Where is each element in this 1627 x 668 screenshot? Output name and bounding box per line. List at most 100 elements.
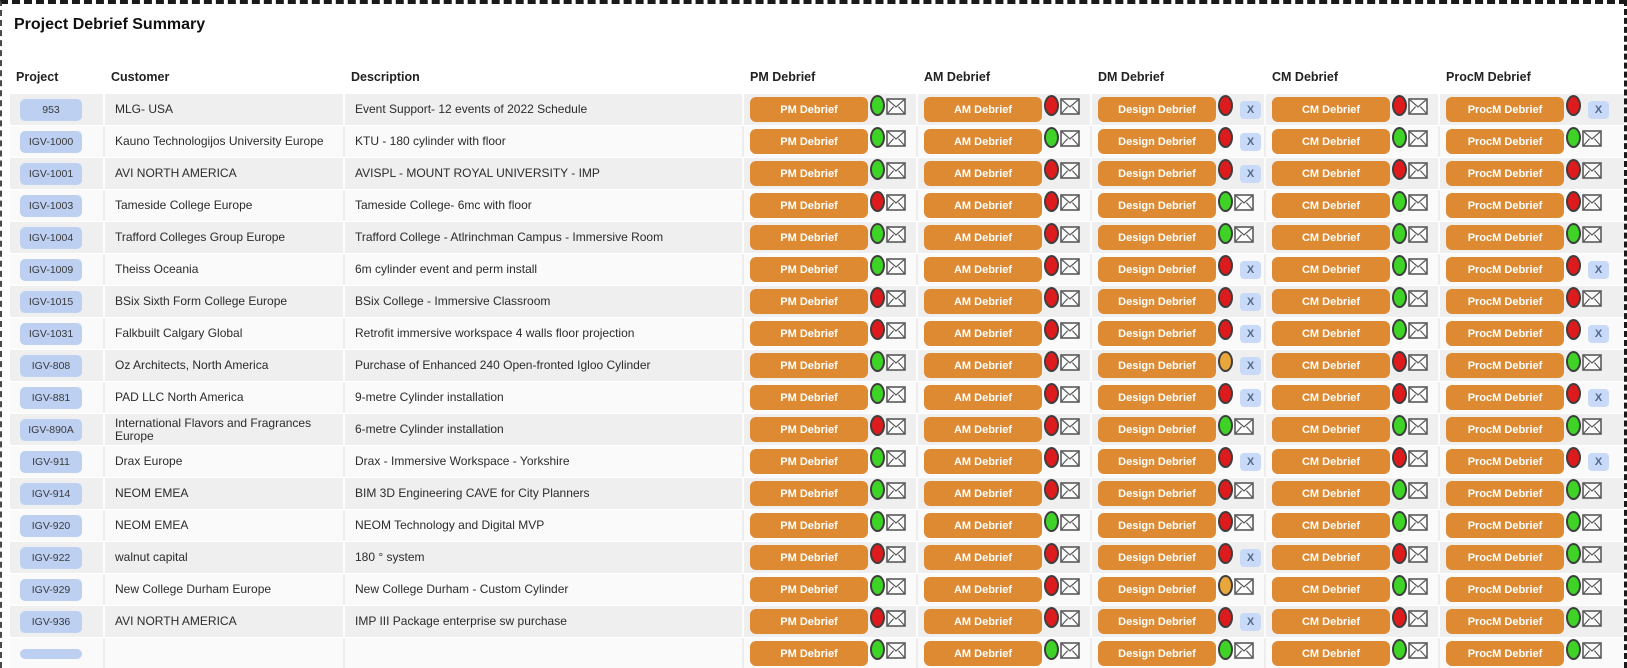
mail-icon[interactable]	[1582, 194, 1602, 211]
cm-debrief-button[interactable]: CM Debrief	[1272, 577, 1390, 602]
cm-debrief-button[interactable]: CM Debrief	[1272, 417, 1390, 442]
am-debrief-button[interactable]: AM Debrief	[924, 449, 1042, 474]
mail-icon[interactable]	[1234, 578, 1254, 595]
dm-debrief-button[interactable]: Design Debrief	[1098, 193, 1216, 218]
mail-icon[interactable]	[1582, 226, 1602, 243]
mail-icon[interactable]	[1060, 162, 1080, 179]
mail-icon[interactable]	[1408, 162, 1428, 179]
mail-icon[interactable]	[1060, 450, 1080, 467]
mail-icon[interactable]	[1060, 578, 1080, 595]
mail-icon[interactable]	[886, 450, 906, 467]
dm-debrief-button[interactable]: Design Debrief	[1098, 385, 1216, 410]
pm-debrief-button[interactable]: PM Debrief	[750, 545, 868, 570]
mail-icon[interactable]	[1060, 514, 1080, 531]
mail-icon[interactable]	[1060, 642, 1080, 659]
cm-debrief-button[interactable]: CM Debrief	[1272, 513, 1390, 538]
project-id-button[interactable]: IGV-1004	[20, 226, 82, 249]
mail-icon[interactable]	[1234, 514, 1254, 531]
mail-icon[interactable]	[1408, 610, 1428, 627]
dm-debrief-button[interactable]: Design Debrief	[1098, 353, 1216, 378]
mail-icon[interactable]	[886, 578, 906, 595]
procm-debrief-button[interactable]: ProcM Debrief	[1446, 289, 1564, 314]
mail-icon[interactable]	[1060, 354, 1080, 371]
project-id-button[interactable]: 953	[20, 98, 82, 121]
procm-debrief-button[interactable]: ProcM Debrief	[1446, 481, 1564, 506]
dm-debrief-button[interactable]: Design Debrief	[1098, 449, 1216, 474]
pm-debrief-button[interactable]: PM Debrief	[750, 577, 868, 602]
mail-icon[interactable]	[1408, 194, 1428, 211]
mail-icon[interactable]	[1582, 642, 1602, 659]
mail-icon[interactable]	[1582, 482, 1602, 499]
pm-debrief-button[interactable]: PM Debrief	[750, 97, 868, 122]
am-debrief-button[interactable]: AM Debrief	[924, 641, 1042, 666]
project-id-button[interactable]: IGV-1000	[20, 130, 82, 153]
mail-icon[interactable]	[1060, 610, 1080, 627]
pm-debrief-button[interactable]: PM Debrief	[750, 609, 868, 634]
mail-icon[interactable]	[1408, 418, 1428, 435]
dm-debrief-button[interactable]: Design Debrief	[1098, 161, 1216, 186]
mail-icon[interactable]	[1060, 194, 1080, 211]
mail-icon[interactable]	[1060, 386, 1080, 403]
procm-debrief-button[interactable]: ProcM Debrief	[1446, 417, 1564, 442]
mail-icon[interactable]	[1060, 226, 1080, 243]
cm-debrief-button[interactable]: CM Debrief	[1272, 257, 1390, 282]
pm-debrief-button[interactable]: PM Debrief	[750, 257, 868, 282]
project-id-button[interactable]: IGV-890A	[20, 418, 82, 441]
am-debrief-button[interactable]: AM Debrief	[924, 609, 1042, 634]
mail-icon[interactable]	[886, 194, 906, 211]
mail-icon[interactable]	[886, 642, 906, 659]
cm-debrief-button[interactable]: CM Debrief	[1272, 289, 1390, 314]
pm-debrief-button[interactable]: PM Debrief	[750, 193, 868, 218]
mail-icon[interactable]	[1408, 482, 1428, 499]
mail-icon[interactable]	[886, 130, 906, 147]
cm-debrief-button[interactable]: CM Debrief	[1272, 641, 1390, 666]
clear-button[interactable]: X	[1240, 164, 1261, 183]
mail-icon[interactable]	[1408, 130, 1428, 147]
am-debrief-button[interactable]: AM Debrief	[924, 545, 1042, 570]
mail-icon[interactable]	[886, 482, 906, 499]
mail-icon[interactable]	[1408, 226, 1428, 243]
dm-debrief-button[interactable]: Design Debrief	[1098, 641, 1216, 666]
project-id-button[interactable]: IGV-1015	[20, 290, 82, 313]
pm-debrief-button[interactable]: PM Debrief	[750, 449, 868, 474]
dm-debrief-button[interactable]: Design Debrief	[1098, 481, 1216, 506]
mail-icon[interactable]	[1582, 418, 1602, 435]
mail-icon[interactable]	[886, 290, 906, 307]
mail-icon[interactable]	[1408, 514, 1428, 531]
pm-debrief-button[interactable]: PM Debrief	[750, 353, 868, 378]
pm-debrief-button[interactable]: PM Debrief	[750, 321, 868, 346]
procm-debrief-button[interactable]: ProcM Debrief	[1446, 577, 1564, 602]
am-debrief-button[interactable]: AM Debrief	[924, 225, 1042, 250]
dm-debrief-button[interactable]: Design Debrief	[1098, 321, 1216, 346]
mail-icon[interactable]	[1582, 162, 1602, 179]
dm-debrief-button[interactable]: Design Debrief	[1098, 609, 1216, 634]
mail-icon[interactable]	[886, 546, 906, 563]
procm-debrief-button[interactable]: ProcM Debrief	[1446, 353, 1564, 378]
mail-icon[interactable]	[886, 354, 906, 371]
mail-icon[interactable]	[1234, 226, 1254, 243]
am-debrief-button[interactable]: AM Debrief	[924, 193, 1042, 218]
mail-icon[interactable]	[1234, 194, 1254, 211]
clear-button[interactable]: X	[1240, 132, 1261, 151]
mail-icon[interactable]	[886, 386, 906, 403]
cm-debrief-button[interactable]: CM Debrief	[1272, 97, 1390, 122]
clear-button[interactable]: X	[1588, 452, 1609, 471]
mail-icon[interactable]	[1408, 98, 1428, 115]
mail-icon[interactable]	[1408, 642, 1428, 659]
pm-debrief-button[interactable]: PM Debrief	[750, 481, 868, 506]
project-id-button[interactable]: IGV-808	[20, 354, 82, 377]
am-debrief-button[interactable]: AM Debrief	[924, 129, 1042, 154]
mail-icon[interactable]	[1060, 482, 1080, 499]
mail-icon[interactable]	[1582, 610, 1602, 627]
mail-icon[interactable]	[886, 258, 906, 275]
clear-button[interactable]: X	[1588, 100, 1609, 119]
mail-icon[interactable]	[886, 162, 906, 179]
dm-debrief-button[interactable]: Design Debrief	[1098, 289, 1216, 314]
mail-icon[interactable]	[886, 226, 906, 243]
mail-icon[interactable]	[1060, 130, 1080, 147]
project-id-button[interactable]: IGV-922	[20, 546, 82, 569]
cm-debrief-button[interactable]: CM Debrief	[1272, 193, 1390, 218]
mail-icon[interactable]	[886, 514, 906, 531]
procm-debrief-button[interactable]: ProcM Debrief	[1446, 225, 1564, 250]
clear-button[interactable]: X	[1240, 612, 1261, 631]
